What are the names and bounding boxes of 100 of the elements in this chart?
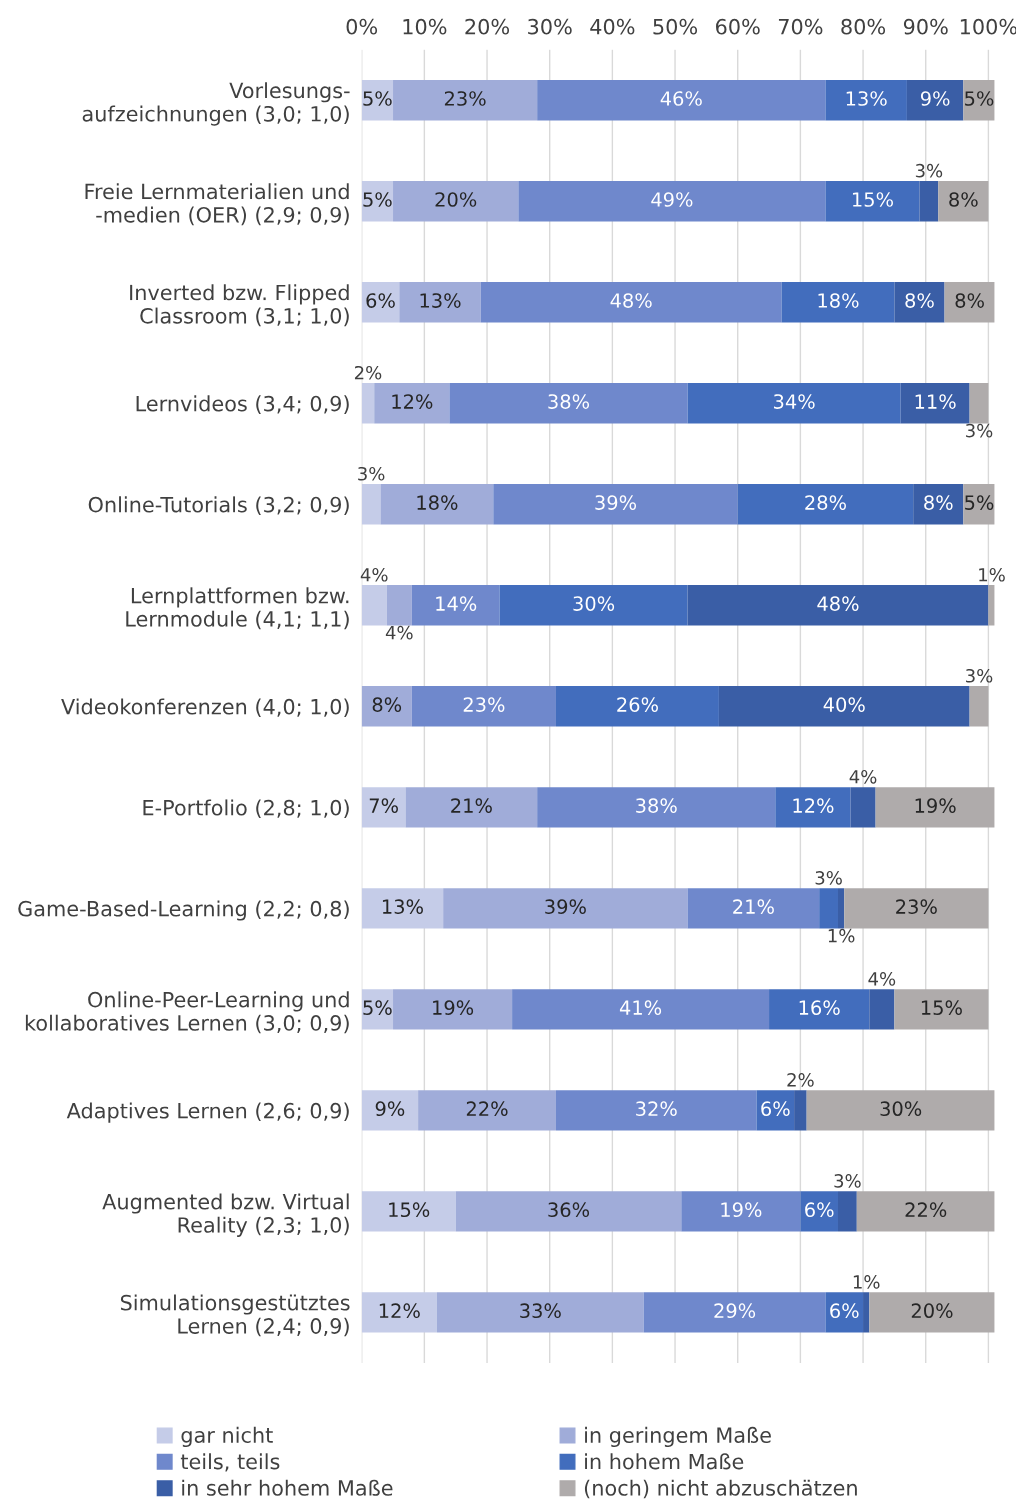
bar — [411, 585, 500, 626]
bar — [361, 888, 444, 929]
y-tick-label: Lernplattformen bzw. Lernmodule (4,1; 1,1) — [126, 587, 349, 630]
bar — [643, 1292, 826, 1333]
data-label: 4% — [868, 972, 896, 986]
x-tick-label: 0% — [346, 18, 378, 35]
data-label: 26% — [617, 697, 658, 712]
bar — [436, 1292, 644, 1333]
data-label: 16% — [799, 1000, 840, 1016]
bar — [361, 484, 381, 525]
data-label: 5% — [363, 192, 392, 207]
data-label: 8% — [905, 293, 934, 308]
data-label: 13% — [846, 91, 887, 106]
data-label: 30% — [880, 1101, 922, 1117]
data-label: 40% — [823, 697, 865, 712]
bar — [393, 181, 519, 222]
bar — [875, 787, 995, 828]
bar — [449, 383, 688, 424]
data-label: 18% — [417, 495, 458, 510]
data-label: 4% — [360, 567, 388, 582]
y-tick-label: Augmented bzw. Virtual Reality (2,3; 1,0) — [102, 1193, 349, 1237]
data-label: 11% — [915, 394, 956, 409]
bar — [537, 80, 826, 121]
y-tick-label: Game-Based-Learning (2,2; 0,8) — [18, 900, 349, 921]
y-tick-label: Online-Peer-Learning und kollaboratives Lernen (3,0; 0,9) — [25, 991, 349, 1034]
bar — [794, 1090, 807, 1131]
bar — [361, 989, 394, 1030]
bar — [800, 1191, 838, 1232]
bar — [393, 989, 513, 1030]
bar — [493, 484, 738, 525]
data-label: 4% — [385, 625, 413, 640]
bar — [361, 1292, 437, 1333]
data-label: 39% — [595, 495, 637, 510]
bar — [518, 181, 826, 222]
data-label: 41% — [619, 1000, 662, 1016]
bar — [418, 1090, 556, 1131]
bar — [374, 383, 450, 424]
bar — [775, 787, 851, 828]
bar — [386, 585, 412, 626]
data-label: 6% — [761, 1101, 790, 1117]
data-label: 9% — [375, 1101, 405, 1117]
bar — [938, 181, 989, 222]
bar — [806, 1090, 995, 1131]
data-label: 6% — [366, 293, 395, 308]
data-label: 28% — [805, 495, 846, 510]
data-label: 3% — [834, 1174, 861, 1188]
data-label: 15% — [921, 1000, 962, 1016]
y-tick-label: Adaptives Lernen (2,6; 0,9) — [66, 1102, 349, 1123]
bar — [718, 686, 970, 727]
data-label: 15% — [852, 192, 893, 207]
data-label: 19% — [433, 1000, 474, 1016]
bar — [894, 282, 945, 323]
bar — [499, 585, 688, 626]
bar — [555, 686, 719, 727]
data-label: 23% — [444, 91, 486, 106]
bar — [837, 1191, 857, 1232]
data-label: 3% — [915, 163, 943, 178]
data-label: 49% — [651, 192, 693, 207]
y-tick-label: Vorlesungs- aufzeichnungen (3,0; 1,0) — [82, 82, 350, 126]
data-label: 23% — [896, 899, 937, 914]
bar — [869, 989, 895, 1030]
bar — [555, 1090, 757, 1131]
data-label: 12% — [793, 798, 834, 813]
bar — [769, 989, 870, 1030]
x-tick-label: 80% — [841, 18, 886, 35]
data-label: 1% — [828, 928, 855, 943]
bar — [856, 1191, 995, 1232]
data-label: 5% — [363, 91, 392, 106]
data-label: 3% — [815, 870, 842, 885]
bar — [837, 888, 845, 929]
data-label: 4% — [849, 769, 877, 784]
bar — [781, 282, 895, 323]
data-label: 21% — [451, 798, 492, 813]
bar — [900, 383, 970, 424]
data-label: 9% — [920, 91, 950, 106]
bar — [756, 1090, 795, 1131]
data-label: 18% — [818, 293, 859, 308]
y-tick-label: Simulationsgestütztes Lernen (2,4; 0,9) — [120, 1294, 350, 1337]
bar — [399, 282, 481, 323]
data-label: 13% — [382, 899, 423, 914]
data-label: 34% — [773, 394, 815, 409]
data-label: 46% — [660, 91, 702, 106]
y-tick-label: Inverted bzw. Flipped Classroom (3,1; 1,0) — [130, 284, 349, 327]
data-label: 48% — [817, 596, 859, 611]
data-label: 6% — [830, 1303, 859, 1319]
bar — [737, 484, 914, 525]
data-label: 5% — [363, 1000, 392, 1016]
data-label: 14% — [436, 596, 477, 611]
bar — [906, 80, 964, 121]
bar — [825, 181, 920, 222]
bar — [537, 787, 776, 828]
bar — [681, 1191, 801, 1232]
x-tick-label: 40% — [590, 18, 635, 35]
y-tick-label: Videokonferenzen (4,0; 1,0) — [61, 698, 349, 717]
bar — [411, 686, 556, 727]
bar — [844, 888, 989, 929]
bar — [361, 585, 387, 626]
x-tick-label: 90% — [903, 18, 948, 35]
data-label: 12% — [392, 394, 433, 409]
data-label: 29% — [714, 1303, 756, 1319]
